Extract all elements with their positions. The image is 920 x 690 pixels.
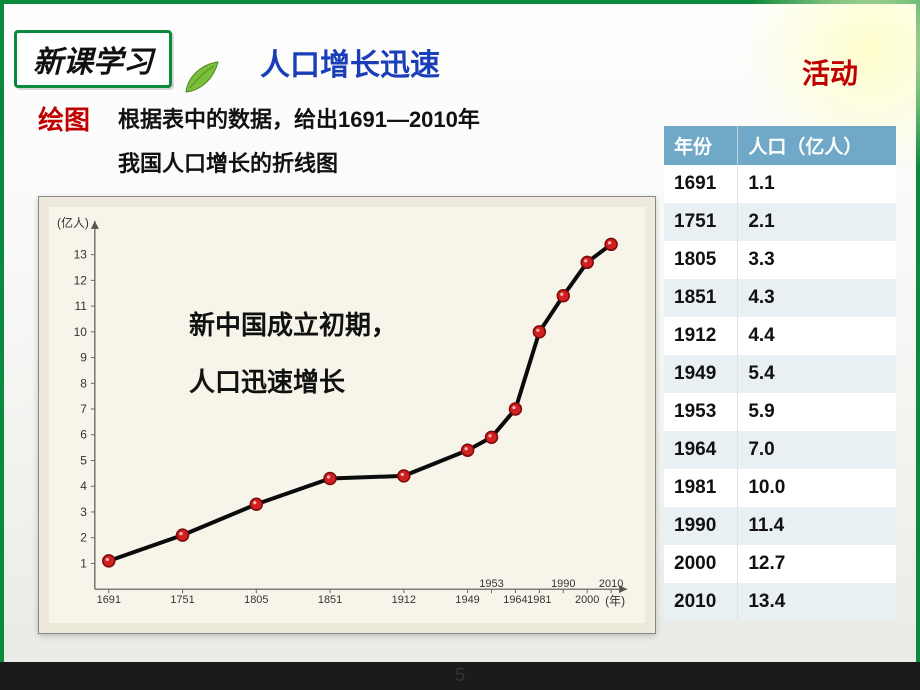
lesson-badge: 新课学习 bbox=[14, 30, 172, 88]
svg-text:1990: 1990 bbox=[551, 578, 575, 590]
table-header: 年份 bbox=[664, 126, 738, 165]
table-cell: 1751 bbox=[664, 203, 738, 241]
table-cell: 1953 bbox=[664, 393, 738, 431]
svg-text:13: 13 bbox=[74, 248, 88, 262]
table-cell: 4.4 bbox=[738, 317, 896, 355]
svg-text:1805: 1805 bbox=[244, 594, 268, 606]
svg-text:3: 3 bbox=[80, 505, 87, 519]
svg-text:10: 10 bbox=[74, 325, 88, 339]
svg-text:8: 8 bbox=[80, 376, 87, 390]
table-cell: 5.4 bbox=[738, 355, 896, 393]
table-header: 人口（亿人） bbox=[738, 126, 896, 165]
table-row: 201013.4 bbox=[664, 583, 896, 621]
table-row: 198110.0 bbox=[664, 469, 896, 507]
svg-text:1981: 1981 bbox=[527, 594, 551, 606]
svg-text:2000: 2000 bbox=[575, 594, 599, 606]
description-line1: 根据表中的数据，给出1691—2010年 bbox=[118, 98, 480, 142]
table-row: 199011.4 bbox=[664, 507, 896, 545]
table-cell: 2000 bbox=[664, 545, 738, 583]
chart-panel: 12345678910111213(亿人)(年)1691175118051851… bbox=[38, 196, 656, 634]
table-cell: 2.1 bbox=[738, 203, 896, 241]
slide-title: 人口增长迅速 bbox=[260, 40, 440, 84]
svg-text:4: 4 bbox=[80, 479, 87, 493]
chart-annotation-line2: 人口迅速增长 bbox=[189, 354, 397, 411]
activity-label: 活动 bbox=[782, 40, 878, 104]
svg-text:1912: 1912 bbox=[392, 594, 416, 606]
svg-text:12: 12 bbox=[74, 273, 88, 287]
svg-text:1691: 1691 bbox=[97, 594, 121, 606]
description-line2: 我国人口增长的折线图 bbox=[118, 142, 480, 186]
table-cell: 12.7 bbox=[738, 545, 896, 583]
svg-text:(亿人): (亿人) bbox=[57, 215, 89, 230]
table-cell: 7.0 bbox=[738, 431, 896, 469]
table-row: 19495.4 bbox=[664, 355, 896, 393]
table-row: 17512.1 bbox=[664, 203, 896, 241]
table-cell: 11.4 bbox=[738, 507, 896, 545]
table-row: 200012.7 bbox=[664, 545, 896, 583]
table-cell: 1805 bbox=[664, 241, 738, 279]
table-cell: 1990 bbox=[664, 507, 738, 545]
svg-text:1949: 1949 bbox=[455, 594, 479, 606]
table-cell: 10.0 bbox=[738, 469, 896, 507]
page-number: 5 bbox=[455, 665, 465, 686]
table-cell: 1851 bbox=[664, 279, 738, 317]
subtitle-draw: 绘图 bbox=[38, 100, 90, 137]
svg-text:2010: 2010 bbox=[599, 578, 623, 590]
svg-text:1: 1 bbox=[80, 556, 87, 570]
chart-annotation: 新中国成立初期， 人口迅速增长 bbox=[189, 297, 397, 411]
svg-text:6: 6 bbox=[80, 428, 87, 442]
svg-text:1953: 1953 bbox=[479, 578, 503, 590]
population-data-table: 年份人口（亿人） 16911.117512.118053.318514.3191… bbox=[664, 126, 896, 621]
svg-text:5: 5 bbox=[80, 453, 87, 467]
table-cell: 1691 bbox=[664, 165, 738, 203]
chart-annotation-line1: 新中国成立初期， bbox=[189, 297, 397, 354]
table-row: 18053.3 bbox=[664, 241, 896, 279]
population-line-chart: 12345678910111213(亿人)(年)1691175118051851… bbox=[49, 207, 645, 623]
description-text: 根据表中的数据，给出1691—2010年 我国人口增长的折线图 bbox=[118, 98, 480, 186]
table-cell: 1.1 bbox=[738, 165, 896, 203]
table-cell: 1912 bbox=[664, 317, 738, 355]
svg-text:7: 7 bbox=[80, 402, 87, 416]
table-cell: 1949 bbox=[664, 355, 738, 393]
chart-plot-area: 12345678910111213(亿人)(年)1691175118051851… bbox=[49, 207, 645, 623]
table-cell: 2010 bbox=[664, 583, 738, 621]
svg-text:(年): (年) bbox=[605, 594, 625, 608]
svg-text:1851: 1851 bbox=[318, 594, 342, 606]
table-cell: 1964 bbox=[664, 431, 738, 469]
table-row: 19124.4 bbox=[664, 317, 896, 355]
table-cell: 13.4 bbox=[738, 583, 896, 621]
svg-text:1751: 1751 bbox=[170, 594, 194, 606]
table-row: 19535.9 bbox=[664, 393, 896, 431]
table-row: 16911.1 bbox=[664, 165, 896, 203]
table-cell: 1981 bbox=[664, 469, 738, 507]
leaf-icon bbox=[180, 58, 220, 98]
table-cell: 5.9 bbox=[738, 393, 896, 431]
table-cell: 4.3 bbox=[738, 279, 896, 317]
svg-text:2: 2 bbox=[80, 531, 87, 545]
svg-text:9: 9 bbox=[80, 351, 87, 365]
table-row: 18514.3 bbox=[664, 279, 896, 317]
table-row: 19647.0 bbox=[664, 431, 896, 469]
svg-text:11: 11 bbox=[74, 299, 87, 313]
table-cell: 3.3 bbox=[738, 241, 896, 279]
svg-text:1964: 1964 bbox=[503, 594, 527, 606]
